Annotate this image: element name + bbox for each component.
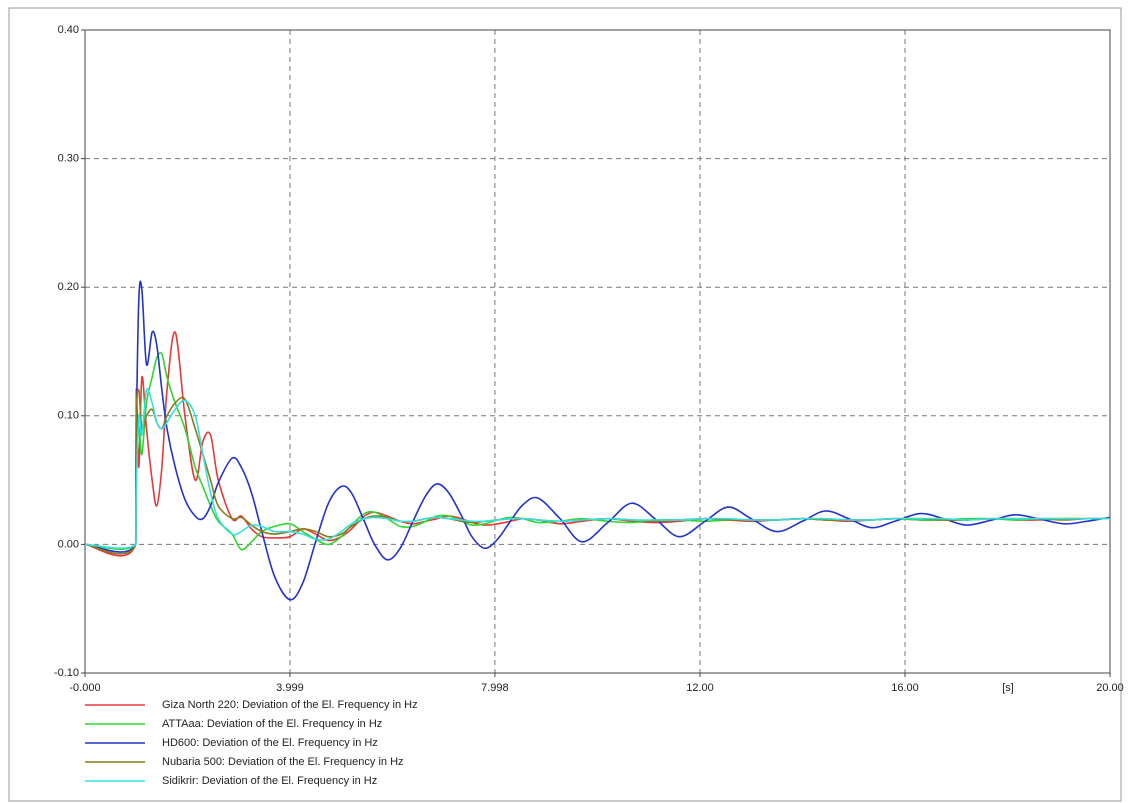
plot-frame xyxy=(84,29,1111,674)
legend-label: Giza North 220: Deviation of the El. Fre… xyxy=(162,699,418,711)
y-tick-label: 0.00 xyxy=(58,538,79,550)
y-tick-label: 0.40 xyxy=(58,24,79,36)
y-tick-label: 0.30 xyxy=(58,153,79,165)
x-tick-label: 12.00 xyxy=(686,682,714,694)
series-line xyxy=(84,388,1110,549)
y-tick-label: -0.10 xyxy=(54,667,79,679)
lines xyxy=(84,280,1111,601)
x-tick-label: 16.00 xyxy=(891,682,919,694)
legend-label: HD600: Deviation of the El. Frequency in… xyxy=(162,737,378,749)
x-tick-label: 3.999 xyxy=(276,682,304,694)
y-tick-label: 0.20 xyxy=(58,281,79,293)
x-tick-label: -0.000 xyxy=(69,682,100,694)
x-tick-label: 7.998 xyxy=(481,682,509,694)
series-line xyxy=(84,280,1111,601)
y-tick-label: 0.10 xyxy=(58,410,79,422)
x-tick-label: 20.00 xyxy=(1096,682,1124,694)
legend-label: Nubaria 500: Deviation of the El. Freque… xyxy=(162,756,404,768)
labels: -0.10 0.00 0.10 0.20 0.30 0.40 -0.000 3.999 7.99… xyxy=(54,24,1124,694)
window-frame xyxy=(8,7,1122,802)
legend-label: Sidikrir: Deviation of the El. Frequency… xyxy=(162,775,377,787)
legend-label: ATTAaa: Deviation of the El. Frequency i… xyxy=(162,718,382,730)
x-axis-label: [s] xyxy=(1002,682,1014,694)
legend: Giza North 220: Deviation of the El. Fre… xyxy=(85,699,418,787)
